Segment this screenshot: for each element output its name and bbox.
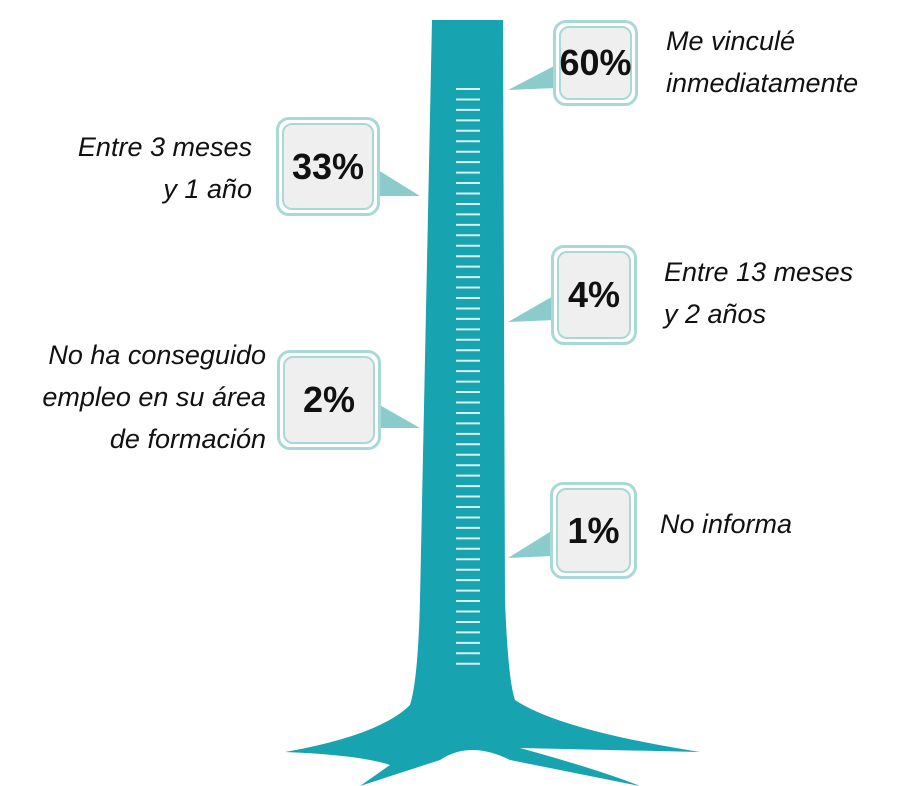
value-box: 4% <box>551 245 637 345</box>
value-box: 60% <box>553 20 638 106</box>
value-box: 2% <box>277 350 381 450</box>
label-line: inmediatamente <box>666 68 859 98</box>
label-line: Me vinculé <box>666 26 796 56</box>
value: 1% <box>556 488 631 573</box>
label-line: de formación <box>109 424 266 454</box>
scale-ticks <box>456 88 480 665</box>
trunk <box>285 20 700 786</box>
label: Entre 3 meses y 1 año <box>78 126 252 210</box>
pointer <box>508 65 556 90</box>
value-box: 33% <box>276 117 380 216</box>
pointer <box>508 295 555 322</box>
pointer <box>508 530 553 558</box>
label-line: Entre 3 meses <box>77 132 252 162</box>
value-box: 1% <box>550 482 637 579</box>
label-line: y 2 años <box>664 299 767 329</box>
label: Entre 13 meses y 2 años <box>664 251 853 335</box>
label-line: No informa <box>660 509 793 539</box>
label: Me vinculé inmediatamente <box>666 20 858 104</box>
label-line: No ha conseguido <box>48 340 266 370</box>
label-line: Entre 13 meses <box>664 257 854 287</box>
value: 2% <box>283 356 375 444</box>
pointer <box>378 170 420 196</box>
value: 60% <box>559 26 632 100</box>
label-line: empleo en su área <box>42 382 266 412</box>
value: 4% <box>557 251 631 339</box>
label-line: y 1 año <box>163 174 252 204</box>
pointer <box>378 404 420 428</box>
label: No ha conseguido empleo en su área de form… <box>42 334 266 460</box>
label: No informa <box>660 503 792 545</box>
value: 33% <box>282 123 374 210</box>
